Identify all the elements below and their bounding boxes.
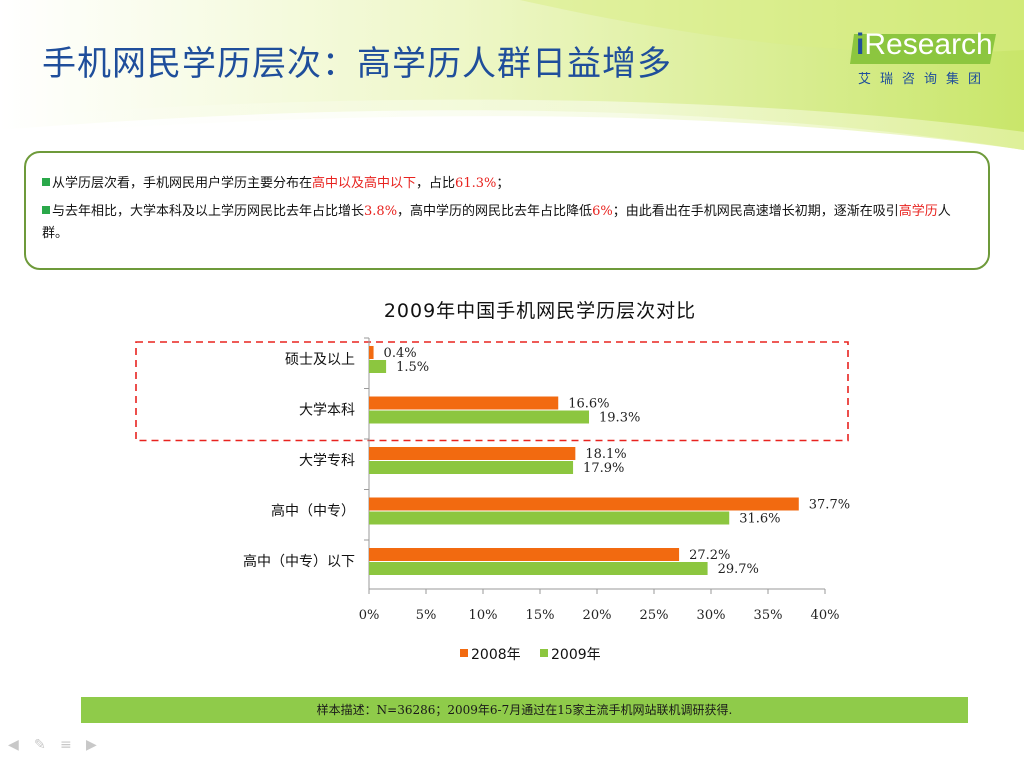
- x-tick-label: 10%: [469, 608, 498, 623]
- data-label: 0.4%: [384, 346, 417, 361]
- x-tick-label: 30%: [697, 608, 726, 623]
- data-label: 16.6%: [568, 397, 609, 412]
- bar-2009: [369, 461, 574, 474]
- summary-box: 从学历层次看，手机网民用户学历主要分布在高中以及高中以下，占比61.3%； 与去…: [24, 151, 990, 270]
- legend-label: 2009年: [551, 647, 601, 663]
- bar-2009: [369, 562, 708, 575]
- data-label: 27.2%: [689, 548, 730, 563]
- bar-2008: [369, 396, 559, 410]
- page-title: 手机网民学历层次：高学历人群日益增多: [42, 44, 672, 84]
- data-label: 1.5%: [396, 360, 429, 375]
- x-tick-label: 0%: [359, 608, 380, 623]
- data-label: 31.6%: [739, 512, 780, 527]
- logo-subtitle: 艾瑞咨询集团: [858, 72, 991, 87]
- data-label: 29.7%: [718, 562, 759, 577]
- summary-bullet-2: 与去年相比，大学本科及以上学历网民比去年占比增长3.8%，高中学历的网民比去年占…: [42, 204, 951, 241]
- pen-icon[interactable]: ✎: [34, 737, 46, 753]
- chart-title: 2009年中国手机网民学历层次对比: [384, 300, 696, 322]
- x-tick-label: 5%: [416, 608, 437, 623]
- x-tick-label: 25%: [640, 608, 669, 623]
- data-label: 19.3%: [599, 411, 640, 426]
- menu-icon[interactable]: ≡: [60, 737, 72, 753]
- slide-nav: ◀ ✎ ≡ ▶: [8, 738, 104, 752]
- iresearch-logo: iResearch 艾瑞咨询集团: [850, 28, 1000, 92]
- bar-2008: [369, 447, 576, 460]
- summary-bullet-1: 从学历层次看，手机网民用户学历主要分布在高中以及高中以下，占比61.3%；: [42, 173, 972, 195]
- header-background: [0, 0, 1024, 150]
- bar-2009: [369, 511, 730, 525]
- category-label: 高中（中专）: [271, 503, 355, 520]
- data-label: 18.1%: [585, 447, 626, 462]
- bar-2009: [369, 410, 590, 424]
- x-tick-label: 40%: [811, 608, 840, 623]
- category-label: 大学本科: [299, 403, 355, 419]
- bullet-square-icon: [42, 178, 50, 186]
- x-tick-label: 20%: [583, 608, 612, 623]
- category-label: 高中（中专）以下: [243, 553, 355, 570]
- logo-wordmark: iResearch: [856, 28, 993, 61]
- education-bar-chart: 2009年中国手机网民学历层次对比 0% 5% 10% 15% 20% 25% 30% 35% 4…: [135, 300, 850, 663]
- data-label: 17.9%: [583, 461, 624, 476]
- bullet-square-icon: [42, 206, 50, 214]
- bar-2008: [369, 346, 374, 359]
- sample-description-bar: 样本描述：N=36286；2009年6-7月通过在15家主流手机网站联机调研获得…: [81, 697, 968, 723]
- next-arrow-icon[interactable]: ▶: [86, 737, 97, 753]
- category-label: 大学专科: [299, 453, 355, 469]
- logo-leaf-shape: [850, 34, 996, 64]
- legend-label: 2008年: [471, 647, 521, 663]
- previous-arrow-icon[interactable]: ◀: [8, 737, 19, 753]
- category-label: 硕士及以上: [285, 352, 355, 368]
- highlight-dashed-box: [135, 341, 849, 442]
- x-tick-label: 15%: [526, 608, 555, 623]
- data-label: 37.7%: [809, 498, 850, 513]
- bar-2008: [369, 548, 680, 561]
- legend-swatch: [540, 649, 548, 657]
- bar-2009: [369, 360, 387, 373]
- bar-2008: [369, 497, 799, 511]
- x-tick-label: 35%: [754, 608, 783, 623]
- legend-swatch: [460, 649, 468, 657]
